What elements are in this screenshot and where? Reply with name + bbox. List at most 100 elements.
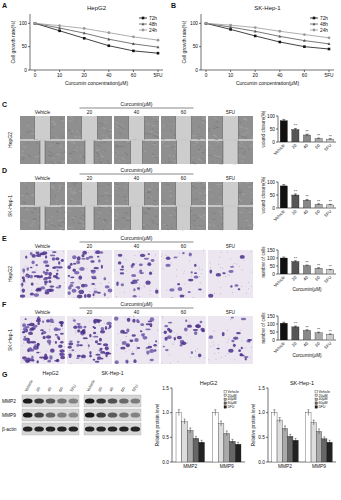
texture [122,128,123,129]
texture [217,226,218,227]
texture [205,135,207,137]
pore [173,342,174,343]
annotation: ** [317,263,321,268]
texture [146,224,149,225]
cell [155,340,157,342]
micrograph [114,316,159,364]
texture [107,163,109,164]
marker [205,22,208,25]
pore [232,292,233,293]
texture [252,203,254,205]
pore [33,265,34,266]
panel-letter: B [171,2,176,9]
pore [201,269,202,270]
texture [219,195,221,196]
pore [171,297,172,298]
annotation: ** [329,134,333,139]
texture [119,160,120,162]
wound-edge [223,141,224,165]
texture [116,145,119,146]
cell [35,264,38,266]
cell [245,358,247,361]
texture [171,227,173,229]
pore [136,345,137,346]
texture [157,188,158,190]
texture [247,148,250,150]
marker [142,17,145,20]
texture [56,137,57,139]
texture [21,158,24,159]
pore [114,270,115,271]
texture [212,161,214,163]
pore [67,357,68,358]
texture [99,161,102,162]
pore [49,345,50,346]
x-tick-label: 20 [82,73,88,78]
cell [140,330,143,332]
texture [205,139,206,140]
error-bar [184,419,185,424]
cell [90,260,94,263]
cell [139,269,142,272]
cell [99,338,102,342]
error-bar [283,322,284,324]
pore [251,286,252,287]
cell [91,283,95,285]
pore [213,342,214,343]
cell [168,322,172,324]
marker [157,39,160,42]
cell [148,346,153,349]
wound-gap [223,141,238,165]
texture [201,121,204,123]
cell [115,360,119,364]
cell [38,288,42,292]
cell [97,343,102,345]
cell [95,340,98,343]
pore [191,276,192,277]
legend-label: 48h [320,22,328,27]
texture [58,220,62,221]
legend-label: 72h [149,16,157,21]
bar-chart: 050100wound closure(%)Vehicle**20**40**6… [261,110,336,156]
pore [150,294,151,295]
wound-gap [223,182,239,206]
texture [61,137,65,139]
cell [44,357,47,360]
texture [166,184,167,185]
blot-strip [84,395,141,407]
annotation: ** [294,256,298,261]
pore [94,253,95,254]
grouped-bar-chart: 0.00.51.01.5HepG2Relative protein levelM… [155,380,245,469]
lane-label: Vehicle [85,378,96,392]
pore [218,264,219,265]
texture [239,211,243,213]
y-axis-title: wound closure(%) [261,176,266,213]
row-label: SK-Hep-1 [7,195,13,217]
texture [250,203,253,204]
pore [214,345,215,346]
texture [21,151,24,152]
error-bar [232,439,233,443]
pore [136,349,137,350]
micrograph [161,182,206,206]
texture [154,158,155,159]
annotation: ** [305,129,309,134]
cell [118,261,122,264]
micrograph [114,116,159,140]
cell [109,324,112,328]
texture [205,194,206,195]
cell [167,328,170,331]
texture [195,198,199,199]
texture [106,200,108,202]
pore [161,332,162,333]
texture [80,229,81,231]
texture [196,182,200,183]
texture [23,146,26,148]
cell [73,263,76,265]
band [46,412,56,417]
x-tick-label: Vehicle [273,142,287,156]
pore [225,355,226,356]
cell [72,255,76,259]
texture [109,129,112,130]
texture [165,143,166,144]
